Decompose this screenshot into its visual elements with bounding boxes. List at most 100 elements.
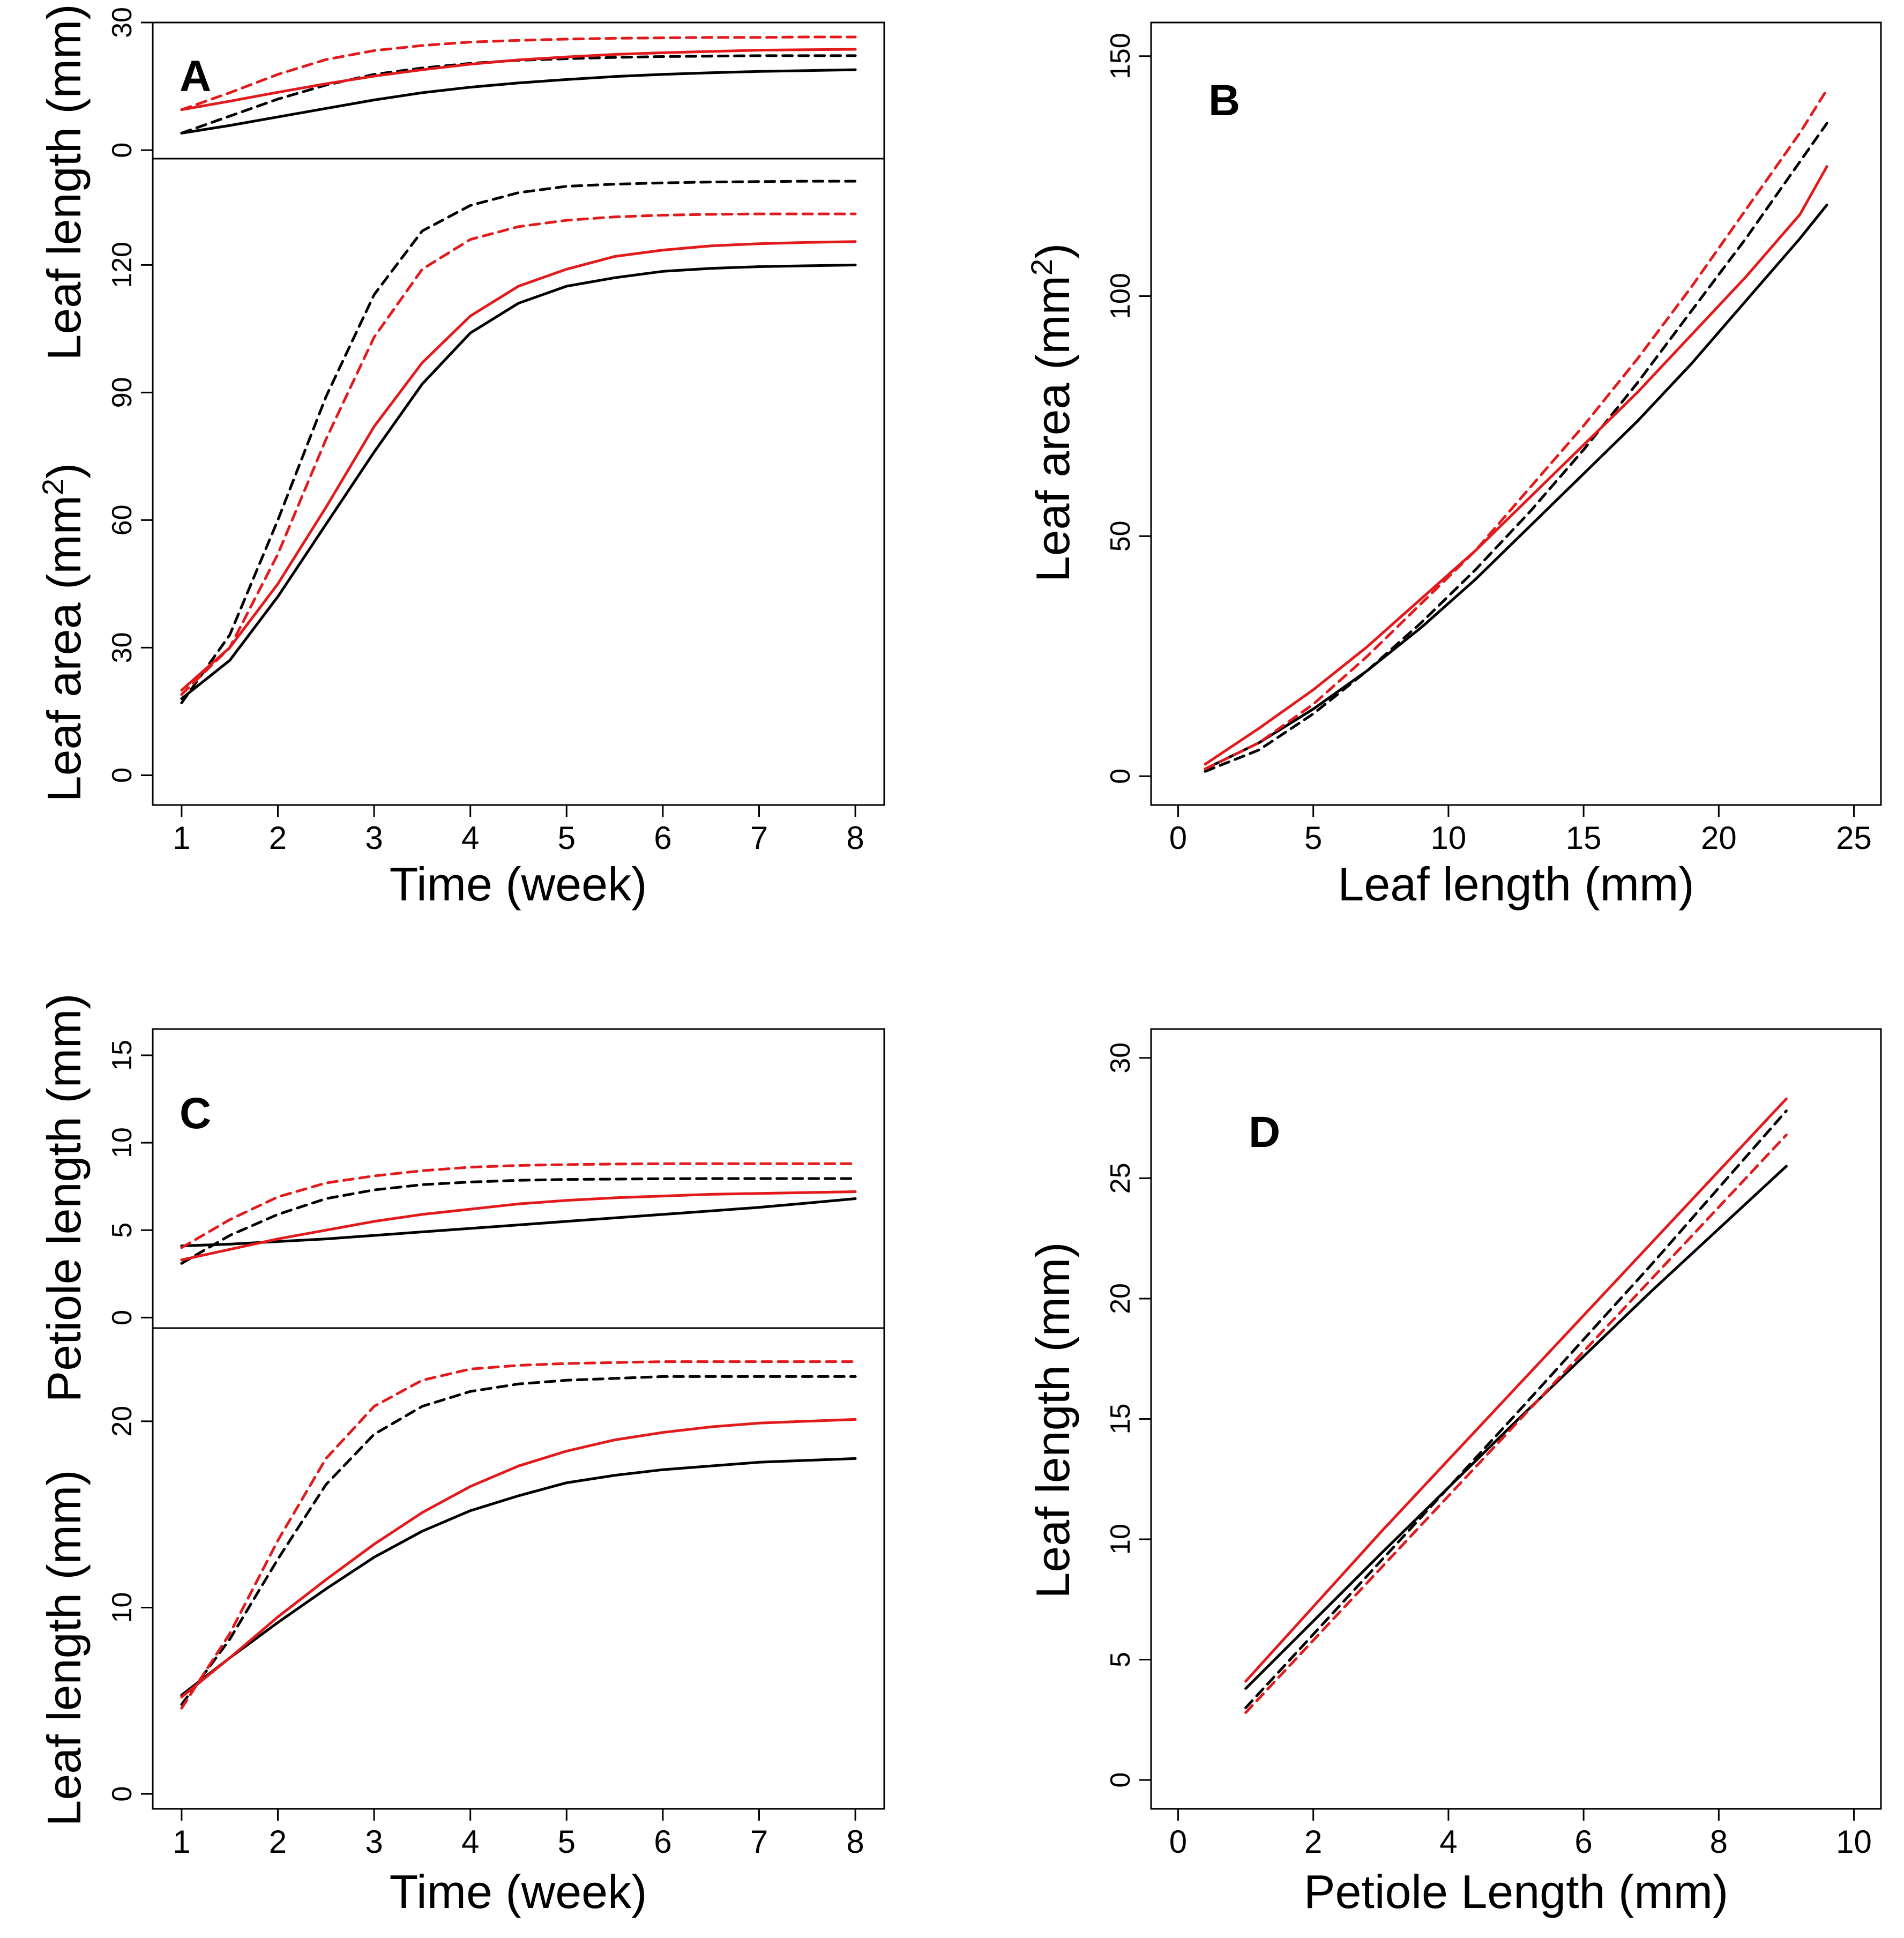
panel-a-bottom-ytick-label: 60 [107, 504, 138, 535]
panel-d-letter: D [1249, 1108, 1280, 1157]
panel-c-bottom-ylabel: Leaf length (mm) [38, 1470, 91, 1826]
panel-d-ytick-label: 30 [1105, 1042, 1136, 1074]
panel-b-xtick-label: 20 [1701, 820, 1737, 856]
panel-b-series-red-dashed [1204, 88, 1828, 771]
panel-c-bottom-xtick-label: 2 [269, 1824, 287, 1860]
panel-d-series-red-dashed [1244, 1134, 1788, 1714]
panel-a-bottom-ytick-label: 30 [107, 632, 138, 664]
panel-d-xtick-label: 2 [1304, 1824, 1322, 1860]
plot-c-bottom: 0 10 20 1 2 3 4 5 6 7 8 [107, 1360, 864, 1860]
panel-c-bottom-series-red-dashed [180, 1360, 857, 1710]
panel-c-bottom-ytick-label: 20 [107, 1406, 138, 1437]
panel-a-bottom-xtick-label: 1 [173, 820, 190, 856]
panel-a-bottom-xtick-label: 3 [365, 820, 383, 856]
panel-d-ylabel: Leaf length (mm) [1026, 1242, 1079, 1598]
panel-b-series-red-solid [1204, 165, 1828, 766]
panel-c-top-ytick-label: 0 [107, 1310, 138, 1325]
panel-a-xlabel: Time (week) [390, 858, 647, 911]
panel-a-letter: A [180, 52, 211, 101]
panel-a-bottom-ytick-label: 120 [107, 242, 138, 288]
panel-b-series-black-dashed [1204, 122, 1828, 773]
panel-b-xtick-label: 5 [1304, 820, 1322, 856]
panel-a-bottom-ytick-label: 0 [107, 767, 138, 783]
panel-d: 0 5 10 15 20 25 30 0 2 4 6 8 10 D Leaf length (mm) P… [1026, 1028, 1882, 1918]
panel-b-xlabel: Leaf length (mm) [1338, 858, 1694, 911]
panel-a-bottom-xtick-label: 4 [461, 820, 479, 856]
panel-c-bottom-xtick-label: 7 [750, 1824, 768, 1860]
panel-c-top-ylabel: Petiole length (mm) [38, 994, 91, 1403]
panel-d-series-black-dashed [1244, 1109, 1788, 1709]
panel-b-xtick-label: 15 [1566, 820, 1602, 856]
panel-b-ylabel: Leaf area (mm2) [1025, 243, 1079, 583]
panel-b-frame [1150, 21, 1882, 806]
panel-a-frame [152, 21, 885, 806]
panel-c-top-series-black-solid [180, 1197, 857, 1248]
panel-a-top-ytick-label: 0 [107, 143, 138, 158]
panel-d-xtick-label: 4 [1439, 1824, 1457, 1860]
panel-d-ytick-label: 20 [1105, 1283, 1136, 1314]
panel-d-ytick-label: 25 [1105, 1163, 1136, 1194]
panel-a-bottom-xtick-label: 8 [846, 820, 864, 856]
panel-a-top-series-red-dashed [180, 35, 857, 111]
panel-b-ytick-label: 0 [1105, 769, 1136, 784]
panel-c-top-series-red-solid [180, 1190, 857, 1262]
panel-b-ytick-label: 50 [1105, 520, 1136, 551]
panel-a-bottom-series-red-dashed [180, 212, 857, 696]
panel-a-top-series-black-dashed [180, 54, 857, 135]
panel-c-bottom-series-red-solid [180, 1418, 857, 1698]
panel-b-letter: B [1208, 76, 1240, 125]
panel-d-ytick-label: 10 [1105, 1524, 1136, 1555]
panel-b-ytick-label: 150 [1105, 33, 1136, 79]
plot-a-bottom: 0 30 60 90 120 1 2 3 4 5 6 7 8 [107, 180, 864, 856]
panel-d-ytick-label: 5 [1105, 1652, 1136, 1667]
panel-a-bottom-series-black-dashed [180, 180, 857, 705]
panel-c: 0 5 10 15 0 10 20 1 2 3 4 5 6 7 8 C Petiole length (m… [38, 994, 885, 1918]
panel-a-bottom-ylabel: Leaf area (mm2) [36, 463, 91, 802]
panel-b-ytick-label: 100 [1105, 273, 1136, 319]
panel-d-xtick-label: 8 [1710, 1824, 1728, 1860]
panel-a-bottom-series-red-solid [180, 240, 857, 692]
panel-c-xlabel: Time (week) [390, 1865, 647, 1918]
panel-d-ytick-label: 0 [1105, 1772, 1136, 1788]
panel-c-bottom-ytick-label: 10 [107, 1592, 138, 1623]
panel-b-xtick-label: 25 [1836, 820, 1872, 856]
panel-d-xtick-label: 10 [1836, 1824, 1872, 1860]
panel-c-frame [152, 1028, 885, 1810]
panel-a-top-ylabel: Leaf length (mm) [38, 4, 91, 360]
panel-b-series-black-solid [1204, 203, 1828, 771]
panel-a: 0 30 0 30 60 90 120 1 2 3 4 5 6 7 8 A Leaf length (mm… [36, 4, 885, 911]
panel-b-xtick-label: 10 [1431, 820, 1467, 856]
panel-a-bottom-xtick-label: 6 [654, 820, 671, 856]
plot-a-top: 0 30 [107, 7, 857, 158]
panel-c-letter: C [180, 1089, 211, 1138]
panel-c-bottom-xtick-label: 4 [461, 1824, 479, 1860]
panel-a-top-series-red-solid [180, 48, 857, 111]
panel-a-bottom-xtick-label: 2 [269, 820, 287, 856]
panel-c-bottom-xtick-label: 3 [365, 1824, 383, 1860]
panel-c-bottom-xtick-label: 1 [173, 1824, 190, 1860]
panel-c-top-ytick-label: 10 [107, 1127, 138, 1158]
panel-c-bottom-xtick-label: 6 [654, 1824, 671, 1860]
panel-d-xtick-label: 6 [1574, 1824, 1592, 1860]
panel-c-top-series-black-dashed [180, 1177, 857, 1265]
panel-a-bottom-series-black-solid [180, 263, 857, 700]
panel-c-top-ytick-label: 5 [107, 1223, 138, 1238]
panel-d-ytick-label: 15 [1105, 1404, 1136, 1435]
panel-a-top-ytick-label: 30 [107, 7, 138, 38]
panel-d-xtick-label: 0 [1169, 1824, 1187, 1860]
panel-c-bottom-ytick-label: 0 [107, 1786, 138, 1802]
panel-c-bottom-series-black-dashed [180, 1375, 857, 1706]
panel-a-bottom-xtick-label: 5 [558, 820, 576, 856]
plot-c-top: 0 5 10 15 [107, 1040, 857, 1325]
panel-d-series-red-solid [1244, 1097, 1788, 1683]
panel-b: 0 50 100 150 0 5 10 15 20 25 B Leaf area (mm2) Le… [1025, 21, 1882, 911]
panel-c-top-series-red-dashed [180, 1162, 857, 1249]
panel-c-top-ytick-label: 15 [107, 1040, 138, 1071]
panel-d-series-black-solid [1244, 1165, 1788, 1690]
panel-c-bottom-xtick-label: 8 [846, 1824, 864, 1860]
plot-b: 0 50 100 150 0 5 10 15 20 25 [1105, 33, 1872, 856]
panel-c-bottom-series-black-solid [180, 1457, 857, 1697]
panel-a-top-series-black-solid [180, 68, 857, 135]
panel-b-xtick-label: 0 [1169, 820, 1187, 856]
